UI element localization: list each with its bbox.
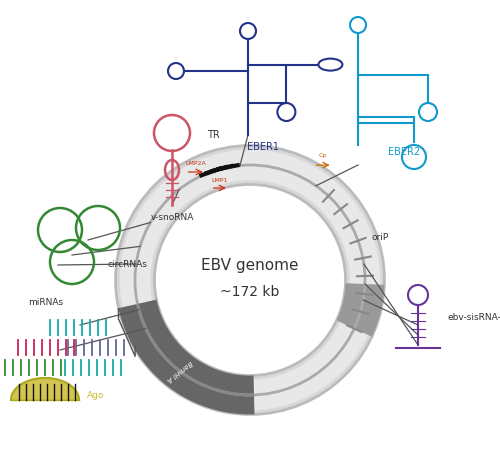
Text: Cp: Cp: [318, 153, 326, 158]
Text: TR: TR: [207, 130, 220, 140]
Text: v-snoRNA: v-snoRNA: [150, 213, 194, 222]
Text: EBER2: EBER2: [388, 147, 420, 157]
Text: LMP2A: LMP2A: [186, 161, 206, 166]
Text: BamHI A: BamHI A: [166, 359, 193, 382]
Text: ~172 kb: ~172 kb: [220, 285, 280, 299]
Text: circRNAs: circRNAs: [108, 260, 148, 269]
Text: oriP: oriP: [372, 233, 389, 242]
Text: ebv-sisRNA-1: ebv-sisRNA-1: [448, 313, 500, 322]
Text: miRNAs: miRNAs: [28, 298, 63, 307]
Text: EBV genome: EBV genome: [201, 258, 299, 272]
Polygon shape: [11, 378, 79, 400]
Text: Ago: Ago: [87, 391, 104, 399]
Text: LMP1: LMP1: [212, 178, 228, 183]
Text: EBER1: EBER1: [247, 142, 279, 152]
